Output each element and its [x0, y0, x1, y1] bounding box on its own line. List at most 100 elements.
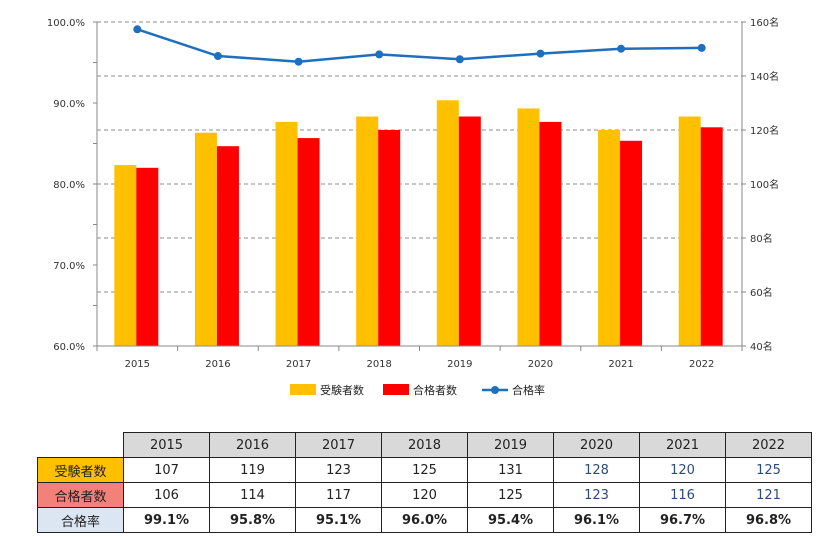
- bar-passers: [700, 127, 723, 346]
- table-cell: 96.7%: [639, 507, 726, 533]
- table-header-cell: 2019: [467, 432, 554, 458]
- axes: [93, 21, 746, 351]
- table-cell: 120: [639, 457, 726, 483]
- data-table: 2015 2016 2017 2018 2019 2020 2021 2022 …: [37, 432, 812, 533]
- left-tick-label: 70.0%: [53, 261, 85, 272]
- table-cell: 96.1%: [553, 507, 640, 533]
- legend-marker-rate: [491, 386, 499, 394]
- right-tick-label: 160名: [750, 16, 779, 29]
- bar-passers: [539, 121, 562, 347]
- left-tick-label: 100.0%: [47, 18, 85, 29]
- table-cell: 116: [639, 482, 726, 508]
- bar-passers: [378, 130, 401, 346]
- row-label-pass-rate: 合格率: [37, 507, 124, 533]
- table-cell: 125: [381, 457, 468, 483]
- bar-passers: [136, 167, 159, 346]
- table-cell: 96.8%: [725, 507, 812, 533]
- legend-label-rate: 合格率: [512, 383, 545, 397]
- table-cell: 95.4%: [467, 507, 554, 533]
- bar-examinees: [275, 121, 298, 347]
- table-cell: 117: [295, 482, 382, 508]
- table-row-examinees: 受験者数 107 119 123 125 131 128 120 125: [37, 457, 812, 483]
- right-tick-label: 140名: [750, 70, 779, 83]
- combo-chart: 2015 2016 2017 2018 2019 2020 2021 2022 60.0% 70…: [47, 16, 779, 397]
- bar-examinees: [678, 116, 701, 346]
- x-tick-label: 2017: [286, 359, 311, 370]
- bar-passers: [297, 138, 320, 346]
- rate-point: [294, 57, 303, 66]
- x-tick-label: 2021: [608, 359, 633, 370]
- table-header-cell: 2015: [123, 432, 210, 458]
- x-tick-label: 2020: [528, 359, 553, 370]
- right-tick-labels: 40名 60名 80名 100名 120名 140名 160名: [750, 16, 779, 353]
- table-row-passers: 合格者数 106 114 117 120 125 123 116 121: [37, 482, 812, 508]
- table-cell: 106: [123, 482, 210, 508]
- rate-point: [375, 50, 384, 59]
- legend-label-passers: 合格者数: [413, 383, 457, 397]
- table-header-row: 2015 2016 2017 2018 2019 2020 2021 2022: [37, 432, 812, 458]
- table-cell: 123: [295, 457, 382, 483]
- table-header-cell: 2017: [295, 432, 382, 458]
- rate-line-series: [133, 25, 706, 66]
- table-header-cell: 2021: [639, 432, 726, 458]
- bar-examinees: [598, 130, 621, 346]
- left-tick-label: 90.0%: [53, 99, 85, 110]
- x-tick-label: 2019: [447, 359, 472, 370]
- bar-examinees: [517, 108, 540, 347]
- table-cell: 95.1%: [295, 507, 382, 533]
- left-tick-label: 60.0%: [53, 342, 85, 353]
- left-tick-label: 80.0%: [53, 180, 85, 191]
- table-cell: 121: [725, 482, 812, 508]
- right-tick-label: 80名: [750, 232, 773, 245]
- x-tick-label: 2022: [689, 359, 714, 370]
- bar-examinees: [114, 165, 137, 346]
- table-cell: 107: [123, 457, 210, 483]
- table-cell: 95.8%: [209, 507, 296, 533]
- rate-point: [536, 49, 545, 58]
- table-cell: 125: [725, 457, 812, 483]
- rate-line: [136, 28, 702, 63]
- bar-examinees: [356, 116, 379, 346]
- row-label-passers: 合格者数: [37, 482, 124, 508]
- right-tick-label: 100名: [750, 178, 779, 191]
- table-header-cell: 2016: [209, 432, 296, 458]
- x-tick-label: 2018: [366, 359, 391, 370]
- bar-examinees: [194, 132, 217, 346]
- bar-passers: [620, 140, 643, 346]
- table-cell: 99.1%: [123, 507, 210, 533]
- right-tick-label: 60名: [750, 286, 773, 299]
- right-tick-label: 120名: [750, 124, 779, 137]
- table-cell: 125: [467, 482, 554, 508]
- table-cell: 96.0%: [381, 507, 468, 533]
- x-tick-label: 2016: [205, 359, 230, 370]
- grid-lines: [97, 21, 742, 293]
- legend: 受験者数 合格者数 合格率: [290, 383, 545, 397]
- table-row-pass-rate: 合格率 99.1% 95.8% 95.1% 96.0% 95.4% 96.1% …: [37, 507, 812, 533]
- table-cell: 120: [381, 482, 468, 508]
- table-header-cell: 2020: [553, 432, 640, 458]
- bar-series: [114, 100, 723, 347]
- legend-swatch-passers: [383, 384, 409, 395]
- x-tick-label: 2015: [125, 359, 150, 370]
- table-cell: 128: [553, 457, 640, 483]
- rate-point: [133, 25, 142, 34]
- right-tick-label: 40名: [750, 340, 773, 353]
- rate-point: [697, 43, 706, 52]
- left-tick-labels: 60.0% 70.0% 80.0% 90.0% 100.0%: [47, 18, 85, 353]
- rate-point: [213, 52, 222, 61]
- table-corner: [37, 432, 124, 458]
- table-cell: 123: [553, 482, 640, 508]
- legend-swatch-examinees: [290, 384, 316, 395]
- row-label-examinees: 受験者数: [37, 457, 124, 483]
- bar-passers: [216, 146, 239, 346]
- rate-point: [455, 55, 464, 64]
- rate-point: [617, 44, 626, 53]
- x-tick-labels: 2015 2016 2017 2018 2019 2020 2021 2022: [125, 359, 715, 370]
- bar-passers: [458, 116, 481, 346]
- bar-examinees: [436, 100, 459, 346]
- table-cell: 131: [467, 457, 554, 483]
- table-cell: 114: [209, 482, 296, 508]
- table-header-cell: 2022: [725, 432, 812, 458]
- table-cell: 119: [209, 457, 296, 483]
- table-header-cell: 2018: [381, 432, 468, 458]
